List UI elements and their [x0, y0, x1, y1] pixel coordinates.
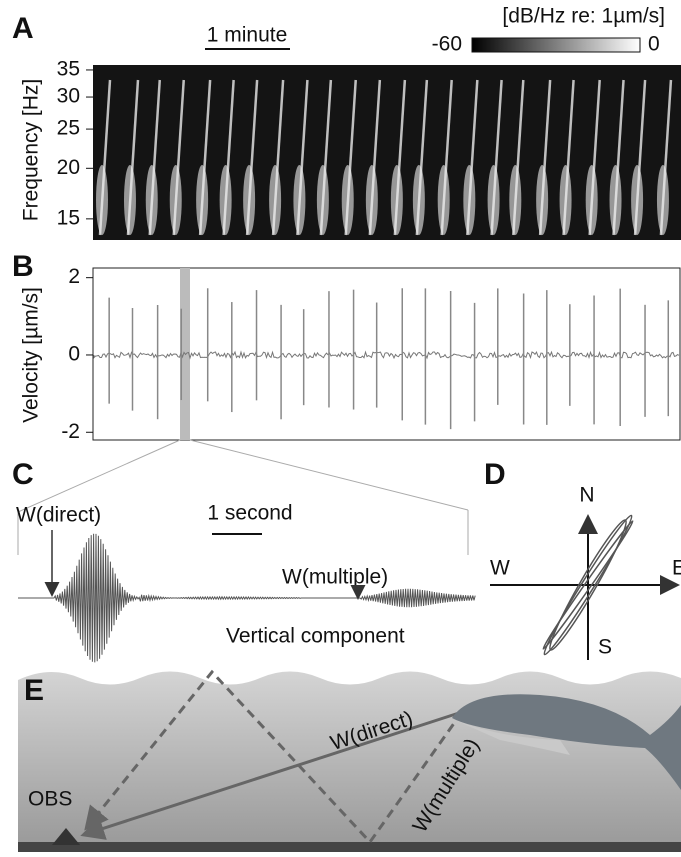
y-tick-label: 15: [57, 206, 80, 229]
call-energy: [559, 165, 572, 235]
call-energy: [169, 165, 182, 235]
colorbar-tick: 0: [648, 33, 660, 56]
call-energy: [269, 165, 282, 235]
panel-label: D: [484, 458, 506, 491]
call-energy: [609, 165, 622, 235]
call-energy: [585, 165, 598, 235]
bracket: [17, 510, 469, 555]
direct-path: [80, 710, 463, 840]
multiple-path: [84, 669, 464, 845]
compass-label: E: [672, 557, 681, 580]
y-tick-label: 35: [57, 57, 80, 80]
arrival-label: W(direct): [16, 504, 101, 527]
y-tick-label: 30: [57, 85, 80, 108]
call-energy: [412, 165, 425, 235]
ocean: [18, 671, 681, 845]
panel-label: C: [12, 458, 34, 491]
velocity-trace: [93, 288, 680, 430]
call-energy: [487, 165, 500, 235]
compass-label: N: [579, 484, 594, 507]
panel-label: A: [12, 12, 34, 45]
colorbar-tick: -60: [432, 33, 462, 56]
call-energy: [390, 165, 403, 235]
call-energy: [219, 165, 232, 235]
waveform: [18, 533, 476, 663]
y-tick-label: 2: [68, 265, 80, 288]
call-energy: [123, 165, 136, 235]
call-energy: [536, 165, 549, 235]
scale-label: 1 minute: [207, 24, 288, 47]
call-energy: [145, 165, 158, 235]
obs-marker: [52, 828, 80, 845]
spectrogram: [93, 65, 681, 240]
y-axis-label: Velocity [µm/s]: [20, 287, 43, 423]
panel-label: B: [12, 250, 34, 283]
y-axis-label: Frequency [Hz]: [20, 79, 43, 221]
call-energy: [656, 165, 669, 235]
call-energy: [243, 165, 256, 235]
arrival-label: W(multiple): [282, 566, 388, 589]
compass-label: S: [598, 636, 612, 659]
noise: [93, 350, 680, 360]
call-energy: [96, 165, 109, 235]
call-energy: [341, 165, 354, 235]
colorbar-label: [dB/Hz re: 1µm/s]: [502, 5, 665, 28]
scale-label: 1 second: [207, 502, 292, 525]
call-energy: [437, 165, 450, 235]
spectrogram-stripes: [96, 79, 673, 236]
zoom-line: [17, 439, 181, 513]
particle-motion: [542, 514, 634, 656]
panel-label: E: [24, 674, 44, 707]
call-energy: [365, 165, 378, 235]
call-energy: [316, 165, 329, 235]
call-energy: [509, 165, 522, 235]
call-energy: [293, 165, 306, 235]
seafloor: [18, 842, 681, 852]
station-label: OBS: [28, 788, 72, 811]
component-label: Vertical component: [226, 625, 405, 648]
call-energy: [463, 165, 476, 235]
y-tick-label: 0: [68, 343, 80, 366]
y-tick-label: 25: [57, 117, 80, 140]
colorbar: [471, 37, 641, 53]
compass-label: W: [490, 557, 510, 580]
call-energy: [196, 165, 209, 235]
y-tick-label: -2: [61, 420, 80, 443]
zoom-line: [189, 439, 469, 511]
call-energy: [631, 165, 644, 235]
whale: [452, 694, 681, 790]
y-tick-label: 20: [57, 156, 80, 179]
